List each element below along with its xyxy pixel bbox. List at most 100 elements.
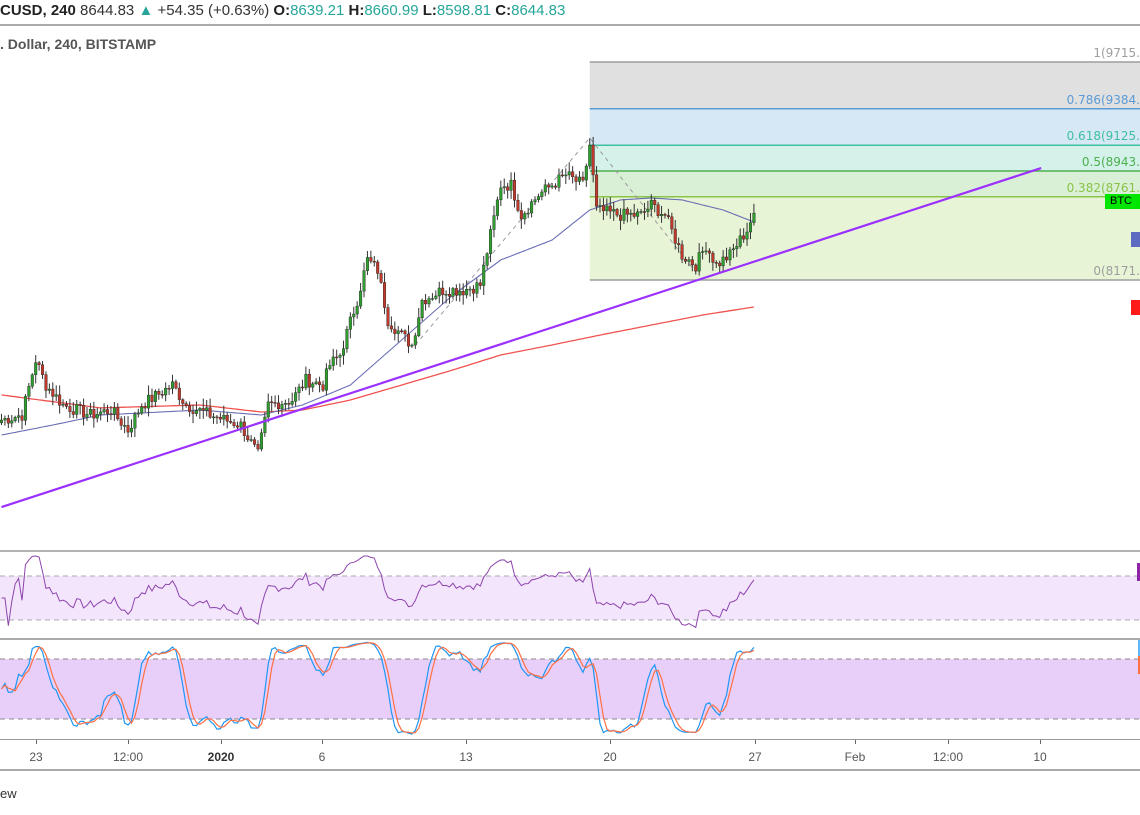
candle-body [208,407,212,418]
fib-zone [589,145,1140,171]
candle-body [348,316,352,330]
high-label: H: [348,2,365,19]
close-value: 8644.83 [511,2,566,19]
candle-body [304,373,308,389]
candle-body [239,421,243,428]
candle-body [191,411,195,414]
candle-body [157,391,161,395]
candle-body [13,417,17,421]
candle-body [413,335,417,346]
candle-body [123,425,127,427]
candle-body [485,253,489,266]
time-axis[interactable]: 23 12:00 2020 6 13 20 27 Feb 12:00 10 [0,739,1140,771]
fib-level-label: 0.382(8761. [1066,180,1140,195]
candle-body [300,386,304,389]
candle-body [51,388,55,397]
candle-body [748,222,752,233]
candle-body [75,404,79,415]
stoch-k-marker [1138,640,1140,658]
candle-body [598,205,602,207]
candle-body [547,184,551,188]
candle-body [536,196,540,200]
candle-body [396,330,400,334]
candle-body [246,435,250,441]
candle-body [454,288,458,296]
candle-body [735,246,739,249]
candle-body [290,401,294,405]
candle-body [530,201,534,214]
candle-body [670,216,674,230]
candle-body [636,211,640,217]
candle-body [386,307,390,327]
candle-body [649,199,653,210]
candle-body [389,325,393,330]
candle-body [212,416,216,419]
symbol-header: CUSD, 240 8644.83 ▲ +54.35 (+0.63%) O:86… [0,0,1140,26]
candle-body [448,294,452,297]
candle-body [88,408,92,415]
candle-body [574,176,578,182]
candle-body [37,362,41,365]
candle-body [30,374,34,387]
candle-body [489,229,493,254]
candle-body [324,368,328,391]
candle-body [554,185,558,188]
candle-body [731,248,735,251]
candle-body [194,410,198,414]
candle-body [584,165,588,181]
candle-body [314,381,318,384]
candle-body [20,415,24,421]
candle-body [478,282,482,286]
candle-body [424,299,428,305]
candle-body [102,409,106,413]
candle-body [27,386,31,397]
candle-body [64,403,68,407]
candle-body [277,402,281,410]
candle-body [99,411,103,415]
candle-body [287,403,291,405]
candle-body [513,179,517,201]
rsi-line [1,555,755,629]
candle-body [441,287,445,295]
candle-body [468,288,472,291]
chart-canvas[interactable] [0,0,1140,740]
candle-body [619,214,623,221]
time-label: 12:00 [932,750,964,764]
price-change: +54.35 (+0.63%) [157,2,270,19]
candle-body [499,187,503,201]
candle-body [523,213,527,220]
candle-body [174,381,178,389]
candle-body [577,176,581,182]
candle-body [297,386,301,393]
candle-body [116,407,120,419]
candle-body [229,420,233,423]
fib-zone [589,196,1140,280]
candle-body [44,374,48,391]
candle-body [365,257,369,271]
candle-body [516,200,520,211]
candle-body [591,144,595,176]
candle-body [461,291,465,296]
candle-body [133,413,137,429]
candle-body [663,214,667,216]
candle-body [711,252,715,263]
candle-body [588,144,592,167]
time-label: 2020 [207,750,235,764]
ascending-trendline [1,166,1042,509]
candle-body [701,251,705,253]
candle-body [745,231,749,240]
fib-level-label: 0(8171. [1093,264,1140,278]
candle-body [218,417,222,420]
candle-body [338,355,342,358]
candle-body [533,199,537,202]
time-label: Feb [844,750,866,764]
candle-body [694,264,698,272]
candle-body [660,214,664,216]
candle-body [355,305,359,315]
candle-body [707,250,711,254]
fib-level-label: 1(9715. [1093,45,1140,60]
fib-zone [589,108,1140,146]
candle-body [147,394,151,409]
candle-body [639,211,643,213]
last-price: 8644.83 [80,2,135,19]
